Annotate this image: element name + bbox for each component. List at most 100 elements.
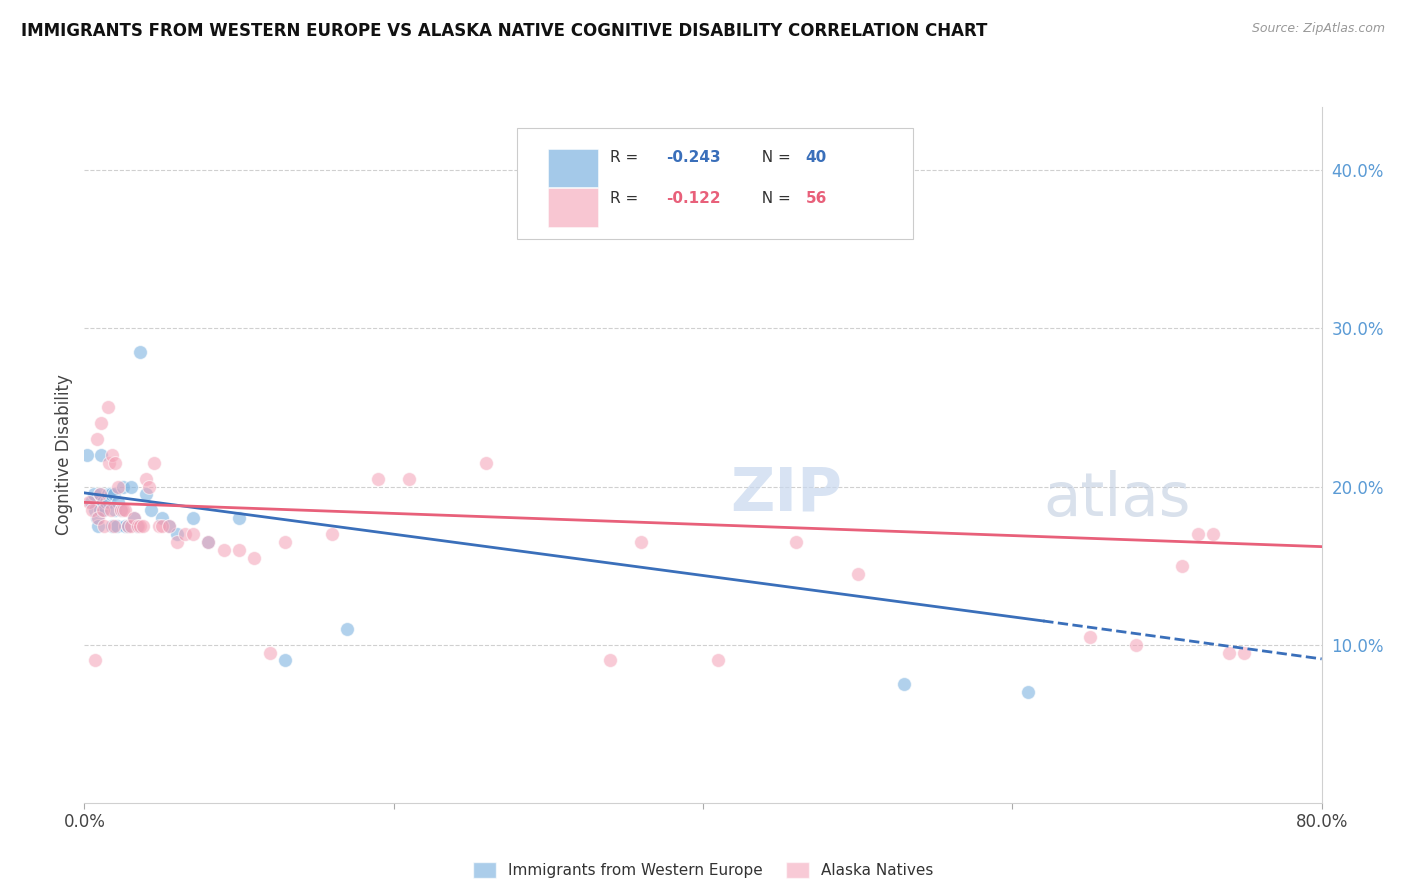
Point xyxy=(105,519,128,533)
Point xyxy=(82,503,104,517)
Point xyxy=(79,495,101,509)
Point xyxy=(103,487,125,501)
Point xyxy=(398,472,420,486)
Point xyxy=(87,519,110,533)
Point xyxy=(1218,646,1240,660)
Point xyxy=(101,448,124,462)
Point xyxy=(166,527,188,541)
Point xyxy=(1017,685,1039,699)
Point xyxy=(117,519,139,533)
Point xyxy=(77,495,100,509)
Y-axis label: Cognitive Disability: Cognitive Disability xyxy=(55,375,73,535)
Point xyxy=(125,519,148,533)
Text: atlas: atlas xyxy=(1043,470,1191,529)
Point xyxy=(138,479,160,493)
Text: N =: N = xyxy=(752,150,796,165)
Point xyxy=(336,622,359,636)
Point xyxy=(87,511,110,525)
Point xyxy=(104,456,127,470)
Point xyxy=(129,519,152,533)
Point xyxy=(112,479,135,493)
FancyBboxPatch shape xyxy=(548,188,598,227)
Point xyxy=(120,479,142,493)
Point xyxy=(1233,646,1256,660)
Point xyxy=(90,448,112,462)
Point xyxy=(212,542,235,557)
Point xyxy=(110,503,132,517)
FancyBboxPatch shape xyxy=(548,149,598,187)
FancyBboxPatch shape xyxy=(517,128,914,239)
Point xyxy=(139,503,162,517)
Point xyxy=(181,527,204,541)
Point xyxy=(128,519,150,533)
Point xyxy=(110,503,132,517)
Point xyxy=(89,487,111,501)
Point xyxy=(132,519,155,533)
Point xyxy=(91,503,114,517)
Point xyxy=(98,456,121,470)
Point xyxy=(181,511,204,525)
Point xyxy=(274,534,297,549)
Point xyxy=(243,550,266,565)
Point xyxy=(122,511,145,525)
Point xyxy=(197,534,219,549)
Point xyxy=(630,534,652,549)
Point xyxy=(143,456,166,470)
Text: -0.122: -0.122 xyxy=(666,191,720,205)
Point xyxy=(150,511,173,525)
Point xyxy=(83,487,105,501)
Point xyxy=(846,566,869,581)
Point xyxy=(86,511,108,525)
Point xyxy=(228,511,250,525)
Point xyxy=(228,542,250,557)
Point xyxy=(1078,630,1101,644)
Point xyxy=(86,432,108,446)
Text: 40: 40 xyxy=(806,150,827,165)
Point xyxy=(1125,638,1147,652)
Point xyxy=(104,503,127,517)
Point xyxy=(100,503,122,517)
Point xyxy=(100,487,122,501)
Text: R =: R = xyxy=(610,150,644,165)
Point xyxy=(117,519,139,533)
Text: IMMIGRANTS FROM WESTERN EUROPE VS ALASKA NATIVE COGNITIVE DISABILITY CORRELATION: IMMIGRANTS FROM WESTERN EUROPE VS ALASKA… xyxy=(21,22,987,40)
Point xyxy=(112,503,135,517)
Point xyxy=(89,487,111,501)
Point xyxy=(90,417,112,431)
Text: R =: R = xyxy=(610,191,648,205)
Text: 56: 56 xyxy=(806,191,827,205)
Text: Source: ZipAtlas.com: Source: ZipAtlas.com xyxy=(1251,22,1385,36)
Point xyxy=(101,519,124,533)
Point xyxy=(89,503,111,517)
Point xyxy=(97,487,120,501)
Point xyxy=(159,519,181,533)
Point xyxy=(122,511,145,525)
Point xyxy=(274,653,297,667)
Point xyxy=(103,519,125,533)
Point xyxy=(93,519,115,533)
Point xyxy=(785,534,807,549)
Point xyxy=(1187,527,1209,541)
Point xyxy=(166,534,188,549)
Point xyxy=(893,677,915,691)
Point xyxy=(707,653,730,667)
Point xyxy=(114,503,136,517)
Point xyxy=(107,495,129,509)
Point xyxy=(150,519,173,533)
Point xyxy=(84,503,107,517)
Point xyxy=(148,519,170,533)
Point xyxy=(475,456,498,470)
Point xyxy=(98,495,121,509)
Point xyxy=(120,519,142,533)
Point xyxy=(93,503,115,517)
Text: ZIP: ZIP xyxy=(730,465,842,524)
Point xyxy=(97,401,120,415)
Point xyxy=(367,472,389,486)
Point xyxy=(129,345,152,359)
Text: N =: N = xyxy=(752,191,796,205)
Point xyxy=(76,448,98,462)
Point xyxy=(159,519,181,533)
Point xyxy=(599,653,621,667)
Point xyxy=(91,495,114,509)
Point xyxy=(1171,558,1194,573)
